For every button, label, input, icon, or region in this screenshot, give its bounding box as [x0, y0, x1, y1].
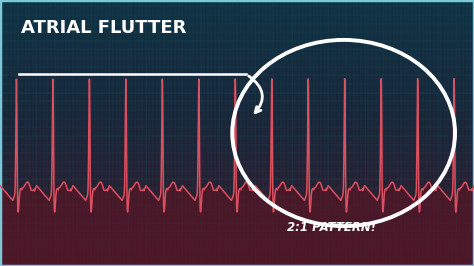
Text: ATRIAL FLUTTER: ATRIAL FLUTTER [21, 19, 187, 37]
Text: 2:1 PATTERN!: 2:1 PATTERN! [287, 221, 376, 234]
